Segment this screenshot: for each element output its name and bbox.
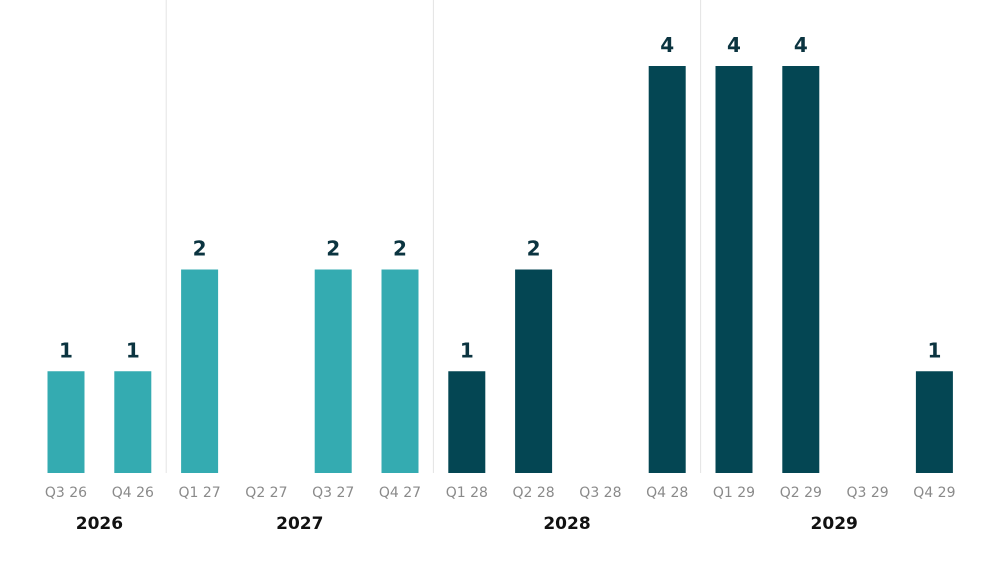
bar-q4-26 [114, 371, 152, 473]
year-label: 2029 [811, 514, 858, 534]
bar-q4-29 [915, 371, 953, 473]
year-label: 2027 [276, 514, 323, 534]
value-label: 2 [193, 237, 207, 261]
value-label: 2 [326, 237, 340, 261]
x-tick-label: Q3 28 [579, 485, 621, 501]
x-tick-label: Q3 27 [312, 485, 354, 501]
year-separators [165, 0, 702, 473]
value-label: 2 [527, 237, 541, 261]
x-tick-label: Q3 29 [846, 485, 888, 501]
x-tick-label: Q1 27 [178, 485, 220, 501]
x-tick-label: Q2 29 [780, 485, 822, 501]
bar-q3-27 [314, 269, 352, 473]
x-tick-label: Q4 29 [913, 485, 955, 501]
x-tick-label: Q4 26 [112, 485, 154, 501]
bar-q3-26 [47, 371, 85, 473]
x-tick-label: Q4 28 [646, 485, 688, 501]
value-labels: 1 1 2 2 2 1 2 4 4 4 1 [59, 33, 941, 362]
x-tick-label: Q3 26 [45, 485, 87, 501]
value-label: 4 [794, 33, 808, 57]
bar-q2-28 [515, 269, 553, 473]
year-labels: 2026 2027 2028 2029 [76, 514, 858, 534]
x-tick-label: Q1 29 [713, 485, 755, 501]
bar-q1-28 [448, 371, 486, 473]
value-label: 1 [126, 338, 140, 362]
value-label: 4 [660, 33, 674, 57]
x-tick-label: Q2 28 [512, 485, 554, 501]
value-label: 1 [927, 338, 941, 362]
value-label: 2 [393, 237, 407, 261]
bar-q1-29 [715, 66, 753, 473]
bar-q4-27 [381, 269, 419, 473]
bar-q4-28 [648, 66, 686, 473]
bar-q2-29 [782, 66, 820, 473]
x-tick-label: Q4 27 [379, 485, 421, 501]
value-label: 1 [460, 338, 474, 362]
value-label: 4 [727, 33, 741, 57]
x-tick-label: Q2 27 [245, 485, 287, 501]
bars [47, 66, 953, 473]
x-tick-label: Q1 28 [446, 485, 488, 501]
year-label: 2026 [76, 514, 123, 534]
bar-q1-27 [181, 269, 219, 473]
x-tick-labels: Q3 26 Q4 26 Q1 27 Q2 27 Q3 27 Q4 27 Q1 28 Q2 28… [45, 485, 956, 501]
year-label: 2028 [543, 514, 590, 534]
value-label: 1 [59, 338, 73, 362]
